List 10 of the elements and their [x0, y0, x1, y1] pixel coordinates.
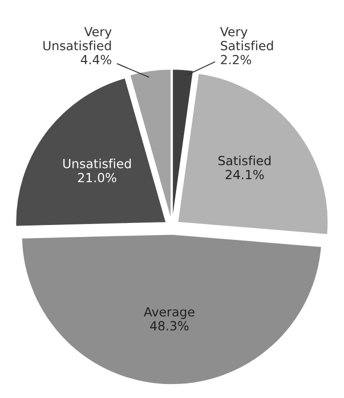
slice-label: Very Satisfied: [220, 27, 273, 50]
slice-label: Satisfied: [218, 156, 270, 166]
slice-label: Average: [144, 307, 194, 319]
slice-label: Unsatisfied: [63, 158, 131, 168]
slice-label: Very Unsatisfied: [43, 27, 112, 50]
data-label: 4.4%: [80, 54, 112, 64]
data-label: 24.1%: [226, 170, 264, 180]
data-label: 48.3%: [150, 321, 189, 331]
data-label: 2.2%: [220, 54, 252, 64]
data-label: 21.0%: [78, 172, 116, 182]
